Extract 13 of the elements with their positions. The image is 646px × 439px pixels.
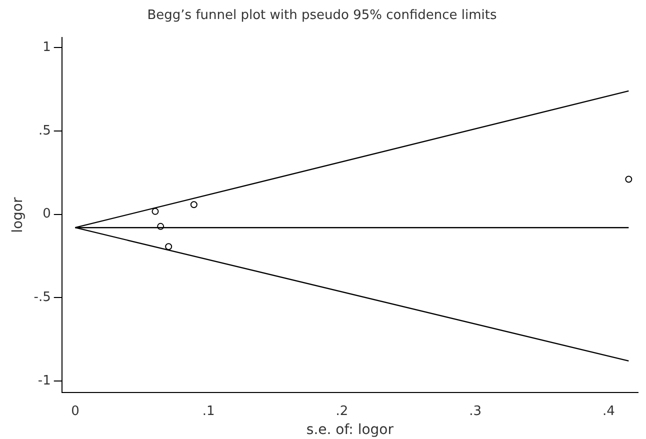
y-tick-label: -.5 bbox=[34, 290, 51, 305]
x-tick-label: .2 bbox=[336, 404, 348, 419]
y-tick-label: -1 bbox=[38, 373, 51, 388]
x-tick-label: .3 bbox=[469, 404, 482, 419]
y-tick-label: .5 bbox=[38, 123, 51, 138]
chart-title: Begg’s funnel plot with pseudo 95% confidence limits bbox=[147, 8, 497, 24]
x-tick-label: .1 bbox=[202, 404, 215, 419]
x-tick-label: 0 bbox=[71, 404, 80, 419]
x-tick-label: .4 bbox=[602, 404, 615, 419]
y-tick-label: 0 bbox=[42, 206, 51, 222]
y-axis-title: logor bbox=[10, 197, 26, 233]
x-axis-title: s.e. of: logor bbox=[306, 422, 394, 438]
y-tick-label: 1 bbox=[42, 40, 51, 55]
